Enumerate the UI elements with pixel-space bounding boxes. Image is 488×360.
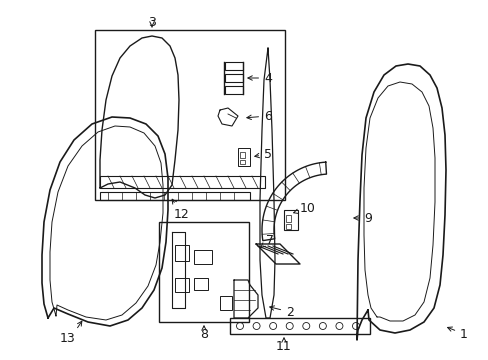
Bar xyxy=(175,278,189,292)
Bar xyxy=(285,215,290,222)
Text: 11: 11 xyxy=(276,339,291,352)
Bar xyxy=(240,152,244,158)
Text: 9: 9 xyxy=(353,212,371,225)
Bar xyxy=(285,224,290,229)
Text: 6: 6 xyxy=(246,109,271,122)
Bar xyxy=(224,74,243,82)
Text: 7: 7 xyxy=(260,234,273,247)
Bar xyxy=(95,30,285,200)
Bar xyxy=(175,245,189,261)
Bar xyxy=(284,210,297,230)
Text: 8: 8 xyxy=(200,328,207,341)
Text: 2: 2 xyxy=(269,306,293,319)
Text: 13: 13 xyxy=(60,332,76,345)
Bar xyxy=(224,62,243,70)
Text: 3: 3 xyxy=(148,15,156,28)
Text: 12: 12 xyxy=(172,199,189,220)
Bar xyxy=(220,296,231,310)
Bar xyxy=(100,192,249,200)
Bar xyxy=(100,176,264,188)
Bar xyxy=(238,148,249,166)
Bar xyxy=(229,318,369,334)
Bar xyxy=(240,160,244,164)
Bar xyxy=(194,250,212,264)
Text: 5: 5 xyxy=(254,148,271,161)
Text: 1: 1 xyxy=(447,327,467,341)
Bar xyxy=(159,222,248,322)
Bar xyxy=(224,86,243,94)
Text: 10: 10 xyxy=(293,202,315,215)
Bar xyxy=(194,278,207,290)
Text: 4: 4 xyxy=(247,72,271,85)
